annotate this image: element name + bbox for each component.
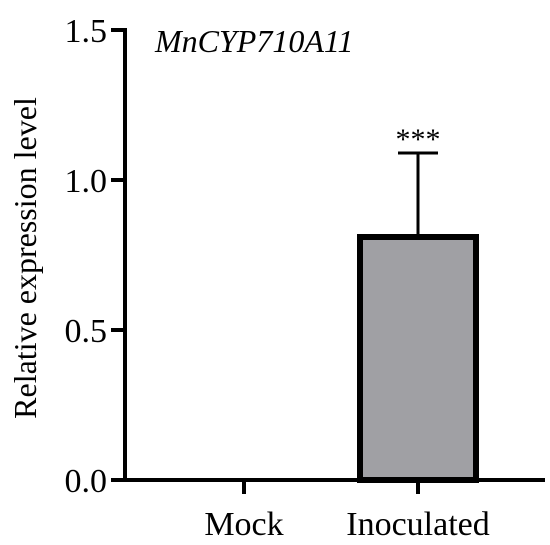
x-tick-label-mock: Mock bbox=[204, 506, 283, 543]
y-tick-label: 0.5 bbox=[65, 313, 108, 350]
chart-title: MnCYP710A11 bbox=[154, 23, 354, 59]
significance-marker: *** bbox=[396, 123, 441, 156]
y-tick-label: 1.5 bbox=[65, 13, 108, 50]
x-tick-label-inoculated: Inoculated bbox=[346, 506, 490, 543]
y-tick-label: 0.0 bbox=[65, 463, 108, 500]
y-axis-title: Relative expression level bbox=[7, 97, 43, 419]
plot-area: *** 0.0 0.5 1.0 1.5 Mock Inoculated bbox=[65, 13, 545, 543]
bar-inoculated bbox=[357, 234, 479, 483]
y-tick-label: 1.0 bbox=[65, 163, 108, 200]
